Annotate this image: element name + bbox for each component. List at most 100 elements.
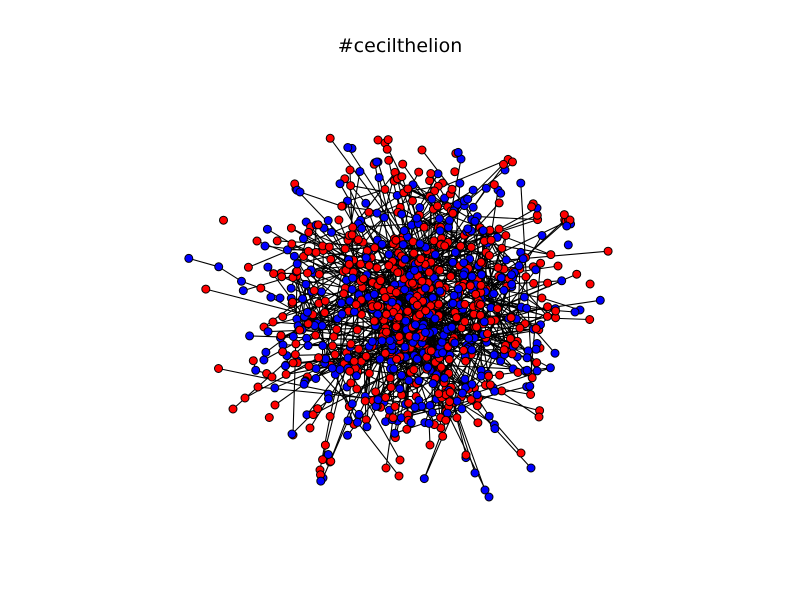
graph-node xyxy=(532,366,542,376)
graph-node xyxy=(398,240,408,250)
graph-edge xyxy=(361,287,366,402)
graph-node xyxy=(497,243,507,253)
graph-node xyxy=(420,328,430,337)
graph-edge xyxy=(274,383,305,406)
graph-node xyxy=(291,339,301,349)
graph-edge xyxy=(188,257,219,268)
graph-node xyxy=(295,325,305,335)
graph-node xyxy=(542,311,552,321)
graph-node xyxy=(379,213,389,222)
graph-edge xyxy=(357,422,400,477)
graph-node xyxy=(337,201,347,211)
graph-node xyxy=(248,356,258,366)
graph-edge xyxy=(257,386,329,395)
graph-node xyxy=(313,404,323,414)
graph-node xyxy=(426,169,436,178)
graph-node xyxy=(330,350,340,359)
graph-node xyxy=(295,187,305,197)
graph-node xyxy=(531,324,541,333)
graph-node xyxy=(429,236,439,246)
graph-node xyxy=(320,440,330,450)
graph-node xyxy=(397,209,407,219)
graph-node xyxy=(395,384,405,394)
graph-node xyxy=(459,270,469,280)
graph-node xyxy=(459,258,469,268)
graph-node xyxy=(460,299,470,309)
graph-node xyxy=(390,428,400,438)
graph-node xyxy=(494,224,504,234)
graph-node xyxy=(484,411,494,421)
graph-node xyxy=(289,251,299,261)
graph-node xyxy=(415,239,425,249)
graph-node xyxy=(479,317,489,327)
graph-node xyxy=(522,353,532,363)
graph-node xyxy=(184,253,194,263)
graph-node xyxy=(496,273,506,283)
graph-node xyxy=(348,222,358,232)
graph-node xyxy=(461,450,471,460)
graph-node xyxy=(347,230,357,240)
graph-node xyxy=(394,332,404,341)
graph-node xyxy=(516,448,526,458)
graph-node xyxy=(311,374,321,383)
graph-node xyxy=(302,307,312,317)
graph-node xyxy=(519,292,529,302)
graph-node xyxy=(325,133,335,143)
graph-node xyxy=(434,214,444,224)
graph-node xyxy=(417,145,427,155)
graph-node xyxy=(214,364,223,373)
graph-node xyxy=(323,450,333,459)
graph-node xyxy=(461,356,471,366)
graph-node xyxy=(536,258,546,268)
graph-node xyxy=(525,381,535,391)
graph-node xyxy=(459,345,469,355)
graph-node xyxy=(515,323,525,333)
graph-node xyxy=(412,300,422,310)
graph-node xyxy=(391,288,401,297)
graph-node xyxy=(434,299,444,309)
graph-node xyxy=(473,418,483,428)
graph-node xyxy=(438,431,448,441)
graph-node xyxy=(472,322,481,332)
graph-node xyxy=(290,350,300,359)
graph-node xyxy=(382,144,392,154)
graph-node xyxy=(460,374,470,384)
graph-node xyxy=(237,276,246,286)
graph-node xyxy=(452,396,462,406)
graph-node xyxy=(537,231,547,240)
graph-node xyxy=(372,208,382,218)
graph-node xyxy=(467,379,477,389)
graph-edge xyxy=(385,417,394,469)
graph-node xyxy=(603,246,613,256)
graph-node xyxy=(438,348,448,358)
graph-node xyxy=(287,239,297,249)
graph-node xyxy=(419,474,429,484)
graph-node xyxy=(484,492,494,502)
graph-node xyxy=(278,312,288,322)
graph-node xyxy=(501,255,511,265)
graph-node xyxy=(543,278,553,288)
graph-node xyxy=(381,309,391,319)
graph-node xyxy=(557,276,567,286)
graph-node xyxy=(403,184,413,194)
graph-node xyxy=(534,412,544,422)
graph-node xyxy=(339,289,349,299)
graph-node xyxy=(314,269,324,279)
graph-node xyxy=(385,373,395,383)
graph-node xyxy=(303,341,313,351)
graph-node xyxy=(399,226,409,236)
graph-node xyxy=(280,361,290,371)
graph-node xyxy=(352,371,361,381)
node-layer xyxy=(184,133,613,502)
graph-node xyxy=(448,298,458,308)
graph-node xyxy=(266,292,276,302)
graph-node xyxy=(343,430,352,440)
graph-node xyxy=(507,279,517,289)
graph-node xyxy=(476,310,485,320)
graph-node xyxy=(401,316,411,326)
graph-node xyxy=(353,417,362,427)
graph-node xyxy=(346,378,356,388)
graph-node xyxy=(463,224,473,234)
graph-node xyxy=(505,334,515,343)
